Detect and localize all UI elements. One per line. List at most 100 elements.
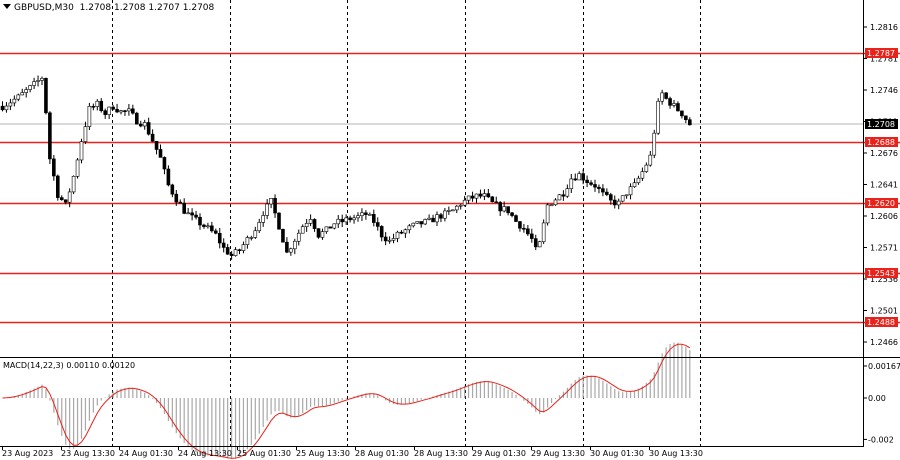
candle-body xyxy=(593,184,597,188)
candle-body xyxy=(320,231,325,238)
candle-body xyxy=(308,219,313,224)
time-axis[interactable]: 23 Aug 2023 23 Aug 13:30 24 Aug 01:30 24 Au… xyxy=(2,446,703,458)
time-tick-label: 23 Aug 13:30 xyxy=(61,449,115,458)
candle-body xyxy=(8,102,13,107)
candle-body xyxy=(387,239,392,242)
candle-body xyxy=(352,217,356,221)
candle-body xyxy=(368,214,372,216)
candle-body xyxy=(348,217,352,221)
macd-value-main: 0.00110 xyxy=(66,361,100,370)
candle-body xyxy=(55,175,60,198)
candle-body xyxy=(186,212,190,215)
candle-body xyxy=(277,212,281,230)
candle-body xyxy=(336,218,341,225)
candle-body xyxy=(221,242,226,248)
candle-body xyxy=(494,201,499,204)
candle-body xyxy=(52,158,56,177)
candle-body xyxy=(174,193,179,203)
candle-body xyxy=(450,209,455,212)
time-tick-label: 30 Aug 13:30 xyxy=(649,449,703,458)
candle-body xyxy=(684,115,688,120)
candle-body xyxy=(20,92,25,96)
candle-body xyxy=(324,226,329,232)
level-price-label: 1.2688 xyxy=(867,138,895,147)
symbol-label: GBPUSD,M30 xyxy=(14,3,74,13)
candle-body xyxy=(383,236,388,242)
macd-label: MACD(14,22,3) xyxy=(3,361,64,370)
level-price-box xyxy=(865,268,898,278)
candle-body xyxy=(391,238,396,241)
price-tick-label: 1.2606 xyxy=(870,212,898,221)
candle-body xyxy=(608,194,613,201)
macd-signal-line xyxy=(2,343,691,459)
time-tick-label: 29 Aug 01:30 xyxy=(472,449,526,458)
candle-body xyxy=(91,105,96,108)
candles[interactable] xyxy=(0,75,692,260)
candle-body xyxy=(316,228,321,238)
candle-body xyxy=(63,199,68,203)
candle-body xyxy=(237,249,242,251)
candle-body xyxy=(375,222,380,227)
candle-body xyxy=(261,215,266,223)
candle-body xyxy=(636,177,641,184)
price-axis[interactable]: 1.28161.27811.27461.27111.26761.26411.26… xyxy=(863,23,898,347)
candle-body xyxy=(533,238,538,248)
candle-body xyxy=(249,237,254,239)
candle-body xyxy=(506,206,510,214)
candle-body xyxy=(4,105,9,111)
candle-body xyxy=(407,225,412,231)
level-price-box xyxy=(865,48,898,58)
time-tick-label: 29 Aug 13:30 xyxy=(531,449,585,458)
candle-body xyxy=(115,108,119,113)
candle-body xyxy=(296,232,301,242)
time-tick-label: 23 Aug 2023 xyxy=(2,449,53,458)
candle-body xyxy=(632,182,637,188)
candle-body xyxy=(123,110,127,112)
candle-body xyxy=(616,200,621,206)
time-tick-label: 25 Aug 13:30 xyxy=(296,449,350,458)
support-resistance-levels xyxy=(0,52,900,324)
candle-body xyxy=(67,191,72,203)
candle-body xyxy=(470,195,475,199)
candle-body xyxy=(289,248,293,253)
candle-body xyxy=(150,133,155,142)
price-tick-label: 1.2676 xyxy=(870,149,898,158)
macd-value-signal: 0.00120 xyxy=(101,361,136,370)
candle-body xyxy=(371,214,376,223)
candle-body xyxy=(498,202,503,212)
candle-body xyxy=(194,214,198,218)
macd-tick-label: 0.00 xyxy=(868,394,886,403)
candle-body xyxy=(356,215,360,219)
low-value: 1.2707 xyxy=(148,3,180,13)
macd-tick-label: -0.002 xyxy=(868,435,894,444)
candle-body xyxy=(589,182,593,185)
candle-body xyxy=(656,100,661,134)
candle-body xyxy=(652,132,657,156)
candle-body xyxy=(395,231,400,239)
symbol-header[interactable]: GBPUSD,M30 1.2708 1.2708 1.2707 1.2708 xyxy=(3,3,214,13)
dropdown-triangle-icon[interactable] xyxy=(3,4,11,9)
candle-body xyxy=(210,225,214,232)
candle-body xyxy=(624,194,629,197)
candle-body xyxy=(75,159,80,177)
candle-body xyxy=(265,203,269,216)
candle-body xyxy=(522,227,526,230)
candle-body xyxy=(427,217,431,220)
candle-body xyxy=(16,94,21,100)
candle-body xyxy=(36,80,40,82)
price-tick-label: 1.2746 xyxy=(870,86,898,95)
candle-body xyxy=(135,112,139,125)
candle-body xyxy=(312,219,317,229)
candle-body xyxy=(605,191,609,195)
candle-body xyxy=(304,223,309,227)
time-tick-label: 30 Aug 01:30 xyxy=(590,449,644,458)
candle-body xyxy=(138,123,143,127)
candle-body xyxy=(447,210,451,212)
candle-body xyxy=(687,119,692,126)
candle-body xyxy=(332,223,337,229)
candle-body xyxy=(44,78,48,114)
candle-body xyxy=(99,100,104,111)
candle-body xyxy=(672,103,676,106)
candle-body xyxy=(620,195,625,202)
